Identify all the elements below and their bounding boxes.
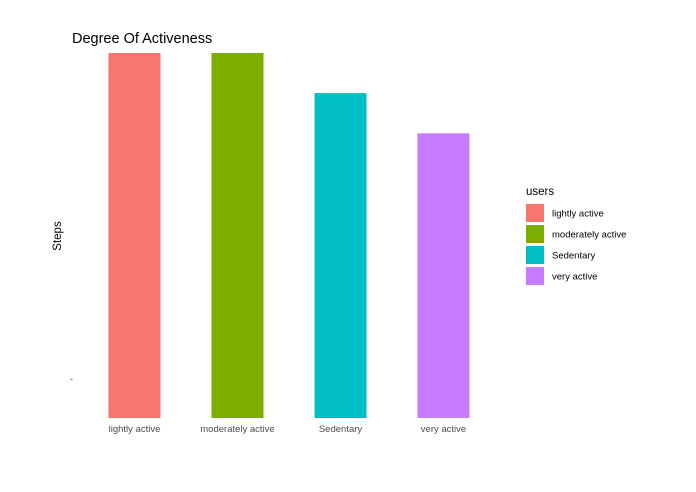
x-tick-label-very-active: very active [421, 424, 466, 435]
legend-key-lightly-active [526, 204, 544, 222]
legend-title: users [526, 186, 554, 198]
bar-sedentary [314, 93, 367, 418]
legend-label-lightly-active: lightly active [552, 209, 604, 220]
bar-very-active [417, 133, 470, 419]
y-axis-title: Steps [52, 221, 64, 251]
legend-label-sedentary: Sedentary [552, 251, 596, 262]
x-tick-label-lightly-active: lightly active [109, 424, 161, 435]
bar-moderately-active [211, 53, 264, 418]
x-tick-label-moderately-active: moderately active [200, 424, 274, 435]
bars-group [108, 53, 470, 419]
x-tick-label-sedentary: Sedentary [319, 424, 363, 435]
bar-lightly-active [108, 53, 161, 418]
x-tick-labels-group: lightly active moderately active Sedentary… [109, 424, 467, 435]
y-tick-label: - [70, 374, 73, 385]
legend-key-sedentary [526, 246, 544, 264]
legend-key-very-active [526, 267, 544, 285]
chart-title: Degree Of Activeness [72, 31, 212, 47]
legend-label-moderately-active: moderately active [552, 230, 626, 241]
legend: lightly active moderately active Sedentary… [526, 204, 626, 285]
legend-label-very-active: very active [552, 272, 597, 283]
legend-key-moderately-active [526, 225, 544, 243]
